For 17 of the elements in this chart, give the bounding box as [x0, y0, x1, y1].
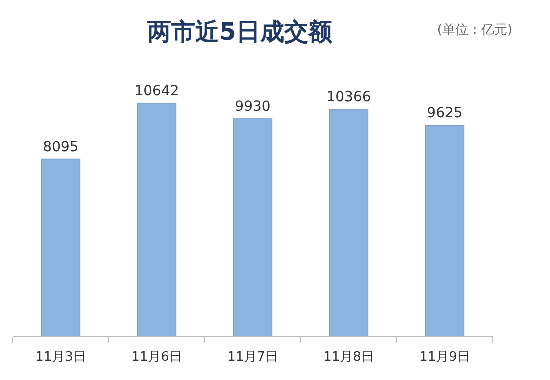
x-tick-label: 11月8日: [324, 350, 374, 365]
x-tick-label: 11月9日: [420, 350, 470, 365]
bar: [41, 158, 81, 338]
chart-title: 两市近5日成交额: [146, 18, 334, 46]
bar: [425, 125, 465, 338]
bar: [233, 118, 273, 338]
x-tick-label: 11月7日: [228, 350, 278, 365]
data-label: 10642: [134, 83, 180, 100]
data-label: 10366: [326, 89, 372, 106]
x-tick-label: 11月3日: [36, 350, 86, 365]
bar: [329, 109, 369, 338]
data-label: 8095: [43, 139, 79, 156]
data-label: 9625: [427, 106, 463, 122]
data-label: 9930: [235, 98, 271, 115]
bar: [137, 102, 177, 338]
text: (单位：亿元): [437, 23, 513, 38]
x-tick-label: 11月6日: [132, 350, 182, 365]
